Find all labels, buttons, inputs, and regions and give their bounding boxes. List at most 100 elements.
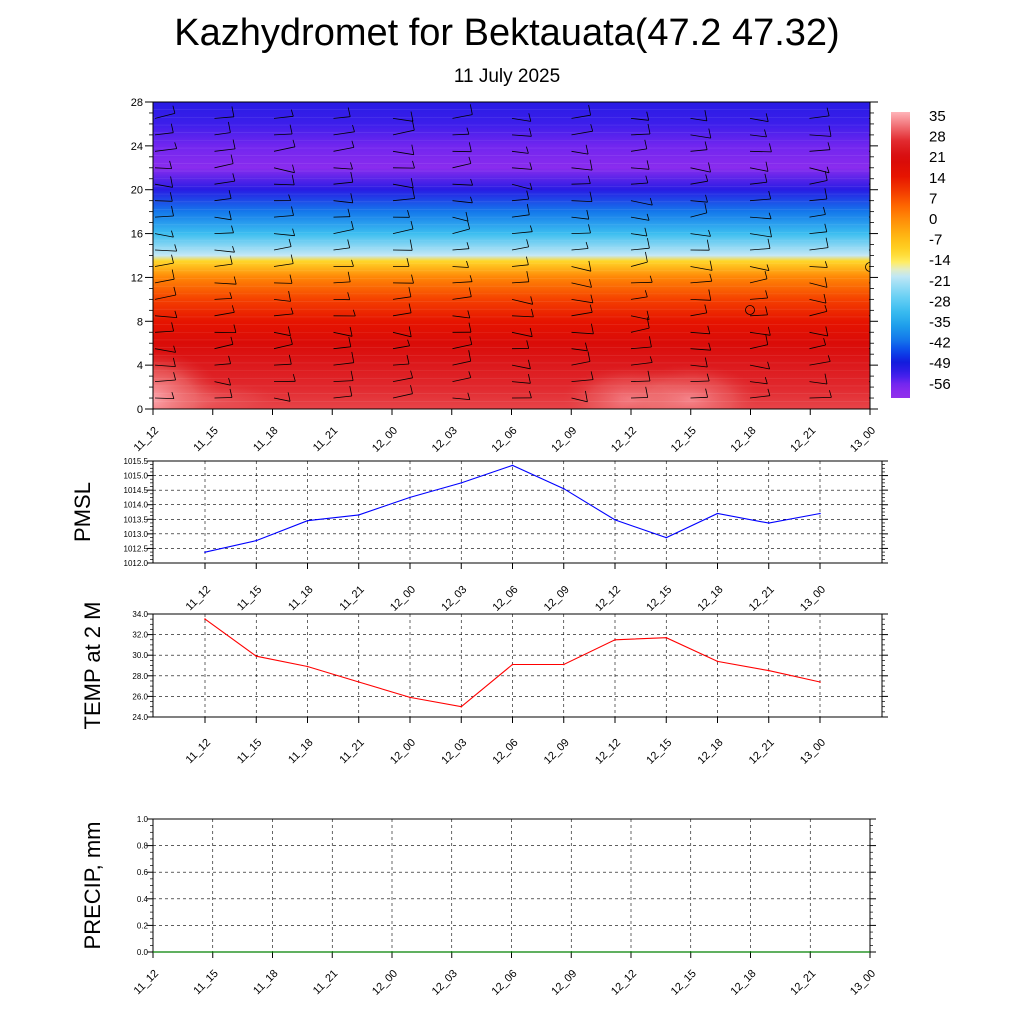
wind-barb-flag	[884, 110, 886, 118]
data-point	[511, 663, 514, 666]
wind-barb	[452, 228, 470, 234]
wind-barb-flag	[588, 224, 591, 234]
wind-barb	[511, 264, 529, 267]
wind-barb	[571, 200, 593, 202]
wind-barb	[749, 233, 772, 238]
wind-barb	[273, 133, 293, 136]
wind-barb-flag	[526, 256, 529, 265]
x-tick-label: 12_09	[542, 737, 572, 767]
data-point	[255, 655, 258, 657]
y-tick-label: 0.8	[137, 842, 149, 851]
wind-barb-flag	[884, 158, 886, 169]
wind-barb	[571, 361, 591, 366]
wind-barb	[333, 181, 353, 185]
wind-barb-flag	[233, 276, 237, 285]
wind-barb-flag	[347, 271, 351, 282]
wind-barb	[571, 397, 588, 403]
wind-barb-flag	[410, 178, 414, 188]
wind-barb-flag	[708, 128, 712, 139]
wind-barb-flag	[170, 176, 173, 188]
wind-barb-flag	[883, 352, 885, 361]
wind-barb-flag	[466, 127, 470, 135]
wind-barb	[511, 231, 533, 234]
wind-barb-flag	[705, 388, 708, 398]
wind-barb-flag	[646, 213, 650, 221]
wind-barb-flag	[410, 111, 414, 122]
wind-barb-flag	[289, 274, 293, 284]
x-tick-label: 12_21	[788, 425, 818, 455]
wind-barb-flag	[408, 303, 412, 313]
wind-barb	[214, 311, 235, 317]
wind-barb-flag	[292, 228, 295, 236]
wind-barb	[749, 364, 770, 370]
wind-barb	[690, 396, 708, 399]
wind-barb-flag	[289, 124, 293, 135]
wind-barb-flag	[646, 160, 650, 170]
wind-barb-flag	[591, 323, 594, 334]
x-tick-label: 12_09	[542, 584, 572, 614]
wind-barb	[571, 167, 593, 171]
wind-barb-flag	[408, 326, 412, 337]
colorbar-label: 21	[929, 149, 946, 166]
wind-barb-flag	[529, 162, 533, 170]
data-point	[409, 496, 411, 499]
wind-barb-flag	[764, 270, 768, 279]
x-tick-label: 12_00	[388, 737, 418, 767]
wind-barb-flag	[469, 275, 473, 282]
wind-barb	[809, 344, 826, 350]
wind-barb	[690, 180, 708, 185]
wind-barb	[214, 363, 231, 366]
wind-barb	[749, 331, 771, 336]
wind-barb-flag	[764, 129, 767, 138]
colorbar-label: -56	[929, 376, 951, 393]
wind-barb	[630, 362, 653, 366]
wind-barb	[571, 299, 593, 304]
x-tick-label: 12_03	[430, 968, 460, 998]
wind-barb-flag	[408, 287, 412, 297]
data-point	[614, 639, 616, 641]
y-axis-title: PMSL	[70, 482, 95, 542]
wind-barb-flag	[824, 304, 828, 312]
wind-barb	[333, 281, 351, 284]
plot-frame	[152, 613, 883, 718]
wind-barb-flag	[589, 279, 592, 288]
wind-barb	[154, 132, 174, 136]
wind-barb-flag	[646, 310, 650, 320]
wind-barb	[511, 198, 529, 202]
data-point	[306, 519, 309, 522]
y-tick-label: 1012.5	[124, 544, 149, 553]
wind-barb	[749, 314, 768, 317]
wind-barb	[630, 380, 651, 382]
wind-barb	[154, 113, 175, 119]
surface-warm-spots	[153, 351, 761, 409]
wind-barb	[749, 181, 767, 185]
wind-barb	[154, 348, 176, 353]
colorbar-label: 7	[929, 190, 937, 207]
y-tick-label: 4	[137, 360, 143, 372]
x-tick-label: 12_21	[747, 584, 777, 614]
wind-barb-flag	[229, 255, 233, 265]
wind-barb-flag	[228, 190, 232, 199]
colorbar-label: -21	[929, 273, 951, 290]
wind-barb-flag	[410, 370, 413, 378]
wind-barb-flag	[347, 208, 351, 217]
wind-barb	[273, 183, 295, 186]
x-tick-label: 11_18	[286, 584, 316, 614]
x-tick-label: 12_03	[439, 584, 469, 614]
data-point	[204, 551, 206, 553]
wind-barb	[452, 281, 473, 284]
y-tick-label: 0.2	[137, 921, 149, 930]
wind-barb	[630, 233, 647, 237]
wind-barb	[452, 296, 472, 300]
wind-barb	[333, 167, 353, 170]
wind-barb	[571, 150, 589, 155]
x-tick-label: 11_12	[184, 584, 214, 614]
x-tick-label: 12_06	[490, 968, 520, 998]
wind-barb	[749, 216, 772, 220]
wind-barb	[214, 198, 232, 202]
wind-barb	[868, 150, 870, 152]
wind-barb	[630, 247, 650, 251]
x-tick-label: 12_21	[747, 737, 777, 767]
wind-barb	[511, 118, 531, 122]
wind-barb-flag	[528, 113, 532, 122]
